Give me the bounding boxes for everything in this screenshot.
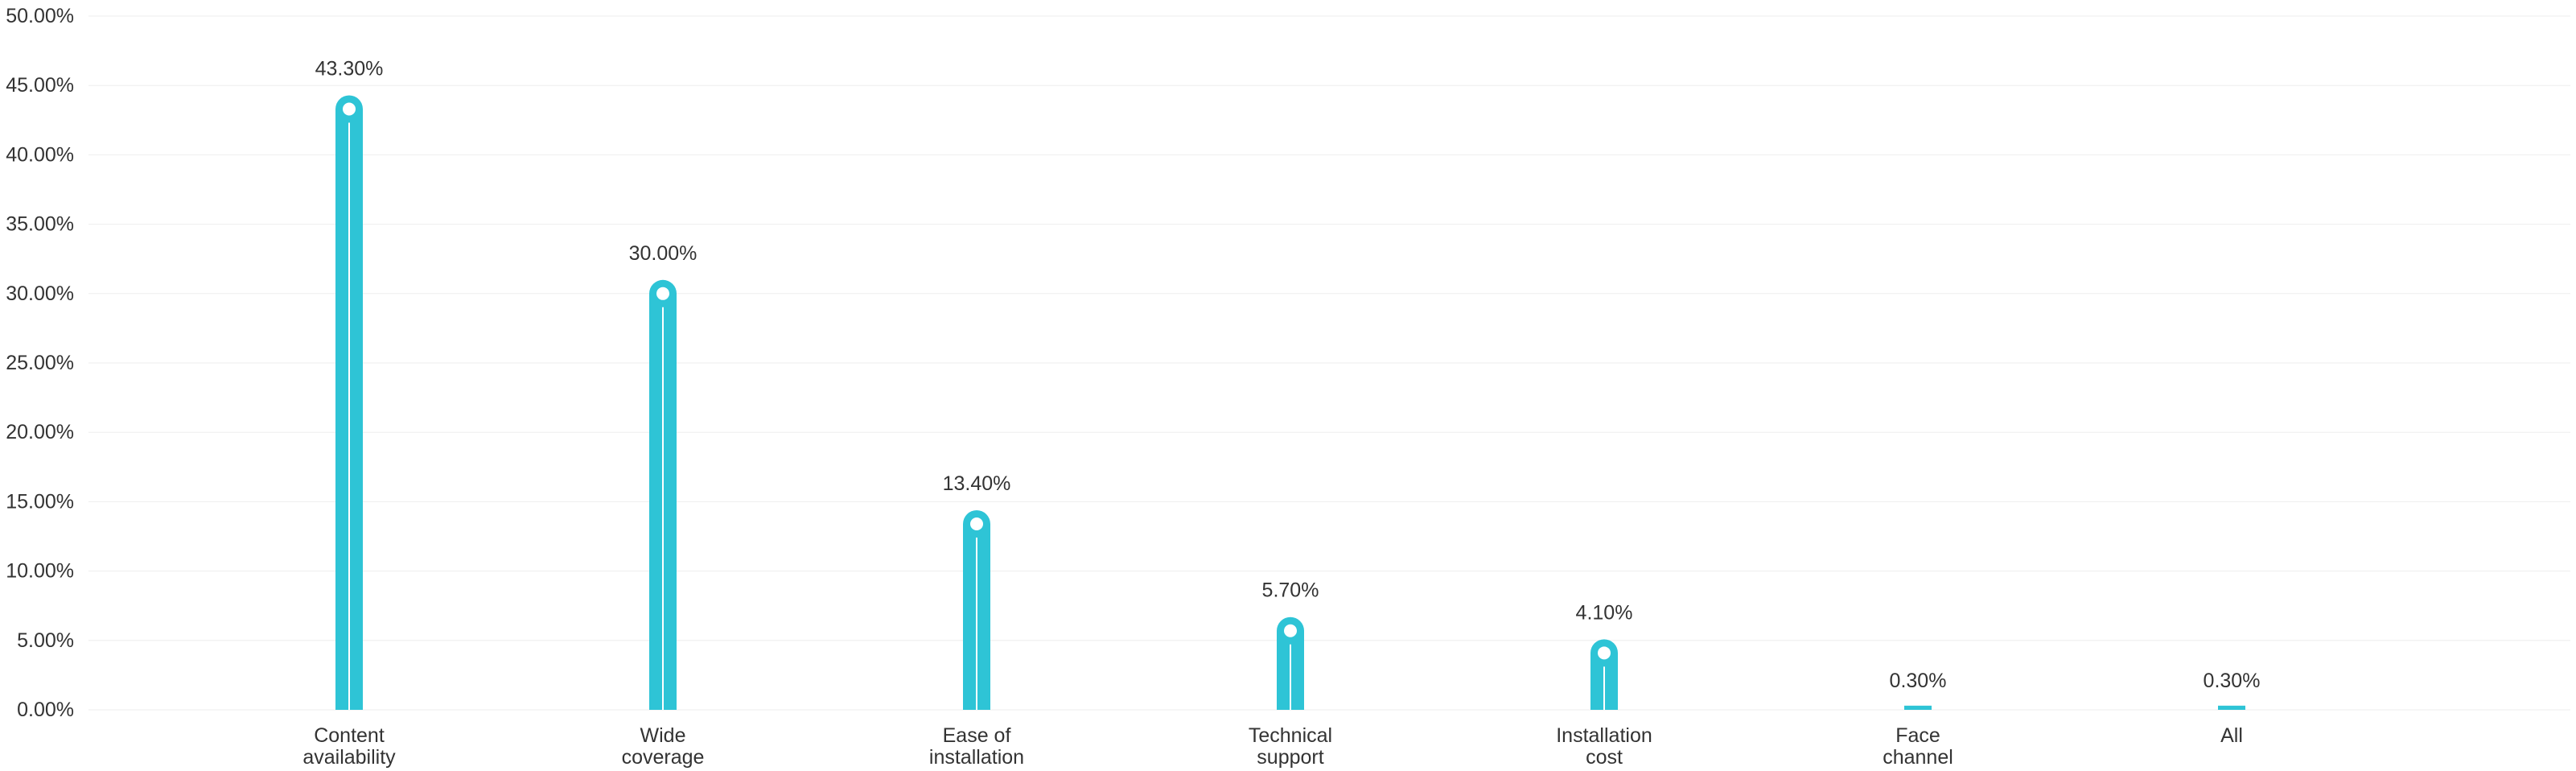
gridlines [88,15,2570,711]
data-label: 43.30% [315,58,384,80]
bar-marker-center [343,102,356,116]
y-tick-label: 40.00% [6,143,74,166]
bar-marker-center [656,287,669,300]
x-tick-label: Content [314,724,385,747]
bar [1904,705,1932,710]
bars [335,95,2245,710]
y-axis-tick-labels: 0.00% 5.00% 10.00% 15.00% 20.00% 25.00% 30.00%… [6,5,74,721]
bar [2218,705,2245,710]
x-tick-label: Ease of [943,724,1011,747]
data-labels: 43.30% 30.00% 13.40% 5.70% 4.10% 0.30% 0.30% [315,58,2261,692]
data-label: 0.30% [2204,670,2261,692]
data-label: 30.00% [629,242,697,265]
y-tick-label: 20.00% [6,421,74,443]
x-tick-label: cost [1586,746,1623,769]
y-tick-label: 25.00% [6,352,74,374]
y-tick-label: 50.00% [6,5,74,27]
x-tick-label: Technical [1249,724,1332,747]
x-tick-label: installation [929,746,1024,769]
x-tick-label: Face [1895,724,1940,747]
bar-rect [2218,705,2245,710]
data-label: 4.10% [1576,601,1633,624]
x-tick-label: Installation [1556,724,1652,747]
y-tick-label: 35.00% [6,213,74,236]
y-tick-label: 0.00% [17,699,74,721]
y-tick-label: 45.00% [6,74,74,97]
bar [335,95,363,710]
data-label: 5.70% [1262,579,1319,602]
bar-marker-center [1598,646,1611,660]
x-tick-label: All [2220,724,2243,747]
x-tick-label: Wide [640,724,686,747]
bar-marker-center [1284,624,1297,637]
y-tick-label: 10.00% [6,560,74,583]
y-tick-label: 5.00% [17,629,74,652]
bar [1590,639,1618,710]
bar-rect [1904,705,1932,710]
x-tick-label: channel [1883,746,1953,769]
data-label: 13.40% [943,472,1011,495]
bar [963,509,990,710]
x-tick-label: coverage [622,746,705,769]
x-tick-label: availability [302,746,396,769]
bar-marker-center [970,517,983,530]
x-tick-label: support [1257,746,1323,769]
y-tick-label: 15.00% [6,490,74,513]
y-tick-label: 30.00% [6,282,74,305]
bar [1277,616,1304,710]
bar [649,279,677,710]
data-label: 0.30% [1890,670,1947,692]
